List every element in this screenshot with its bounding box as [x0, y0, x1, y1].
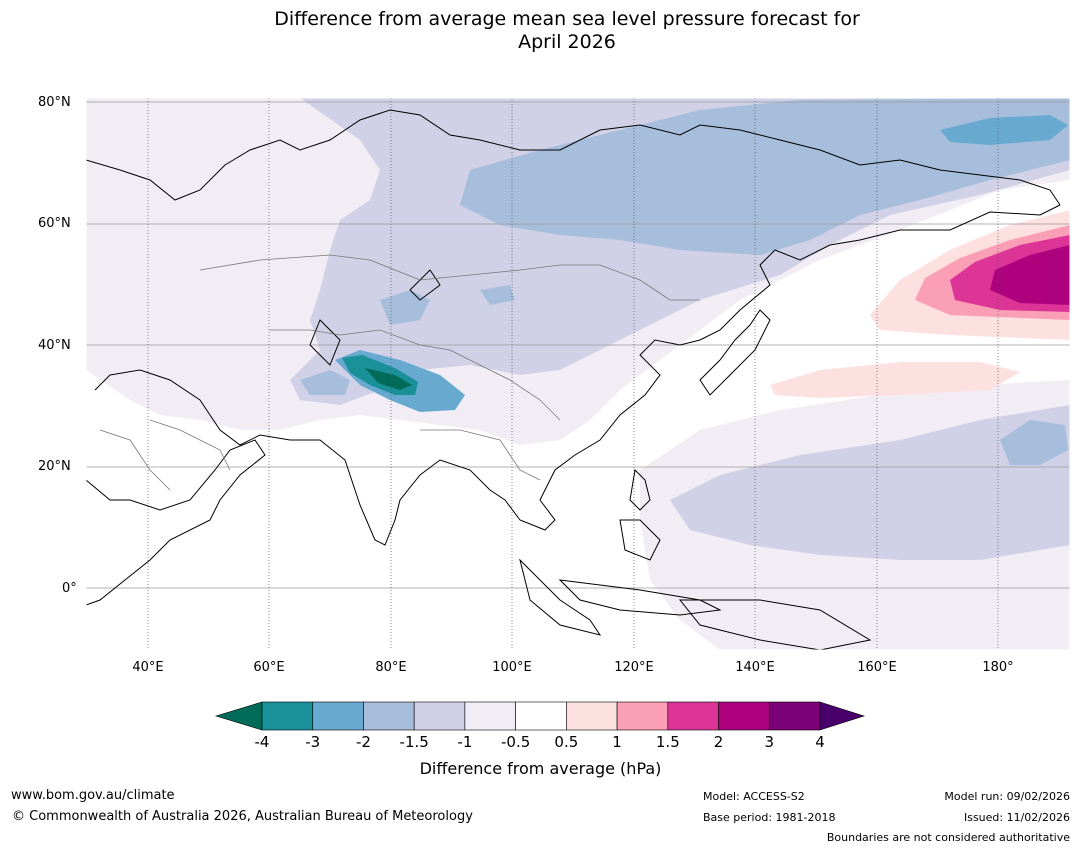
colorbar-tick-label: -2 — [355, 733, 371, 751]
anomaly-region-dark-teal — [365, 368, 412, 390]
anomaly-region-blue — [480, 285, 515, 305]
anomaly-region-lavender — [670, 405, 1070, 560]
lat-label: 80°N — [38, 95, 71, 110]
colorbar-tick-label: 0.5 — [554, 733, 579, 751]
colorbar-extend-high — [819, 701, 865, 731]
colorbar-swatch — [464, 701, 516, 731]
lon-label: 40°E — [132, 660, 164, 675]
colorbar-tick-label: 3 — [764, 733, 775, 751]
coastlines — [86, 109, 1061, 650]
colorbar-tick-label: 1.5 — [655, 733, 680, 751]
colorbar-tick-label: -1.5 — [399, 733, 429, 751]
anomaly-region-light-pink — [770, 362, 1020, 398]
colorbar-swatch — [515, 701, 567, 731]
lon-label: 60°E — [253, 660, 285, 675]
lat-label: 20°N — [38, 459, 71, 474]
lat-label: 60°N — [38, 216, 71, 231]
anomaly-region-dark-magenta — [990, 245, 1070, 305]
model-name: Model: ACCESS-S2 — [703, 790, 805, 803]
lon-label: 180° — [982, 660, 1014, 675]
boundaries-disclaimer: Boundaries are not considered authoritat… — [826, 831, 1070, 844]
title-line-2: April 2026 — [518, 31, 616, 53]
colorbar-tick-label: -0.5 — [500, 733, 531, 751]
colorbar-tick-label: -3 — [305, 733, 321, 751]
anomaly-region-blue — [460, 98, 1070, 255]
colorbar-swatch — [363, 701, 415, 731]
colorbar-swatch — [566, 701, 618, 731]
anomaly-region-steel-blue — [940, 115, 1068, 145]
colorbar-swatch — [413, 701, 466, 731]
base-period: Base period: 1981-2018 — [703, 811, 836, 824]
colorbar-extend-low — [214, 701, 263, 731]
colorbar-swatch — [261, 701, 314, 731]
colorbar — [214, 701, 865, 731]
issued-date: Issued: 11/02/2026 — [963, 811, 1070, 824]
colorbar-tick-label: 1 — [612, 733, 622, 751]
colorbar-tick-label: 4 — [815, 733, 825, 751]
pressure-anomaly-map — [85, 97, 1071, 651]
map-frame — [85, 97, 1071, 651]
colorbar-tick-label: -1 — [457, 733, 473, 751]
colorbar-swatch — [667, 701, 719, 731]
lon-label: 120°E — [614, 660, 654, 675]
meridians — [147, 98, 999, 650]
anomaly-region-blue — [300, 370, 350, 395]
lat-label: 0° — [62, 581, 77, 596]
lon-label: 140°E — [735, 660, 775, 675]
colorbar-swatch — [718, 701, 770, 731]
website-url: www.bom.gov.au/climate — [11, 788, 175, 803]
copyright-notice: © Commonwealth of Australia 2026, Austra… — [12, 809, 473, 824]
title-line-1: Difference from average mean sea level p… — [274, 8, 860, 30]
colorbar-swatch — [616, 701, 669, 731]
model-run-date: Model run: 09/02/2026 — [944, 790, 1070, 803]
lon-label: 160°E — [857, 660, 897, 675]
colorbar-swatch — [768, 701, 821, 731]
country-borders — [99, 254, 700, 491]
anomaly-region-blue — [380, 290, 430, 325]
colorbar-label: Difference from average (hPa) — [419, 759, 662, 778]
lon-label: 100°E — [492, 660, 532, 675]
colorbar-tick-label: 2 — [713, 733, 724, 751]
lon-label: 80°E — [375, 660, 407, 675]
colorbar-tick-label: -4 — [254, 733, 270, 751]
lat-label: 40°N — [38, 338, 71, 353]
anomaly-region-blue — [1000, 420, 1068, 465]
map-title: Difference from average mean sea level p… — [0, 8, 1081, 54]
colorbar-swatch — [312, 701, 364, 731]
